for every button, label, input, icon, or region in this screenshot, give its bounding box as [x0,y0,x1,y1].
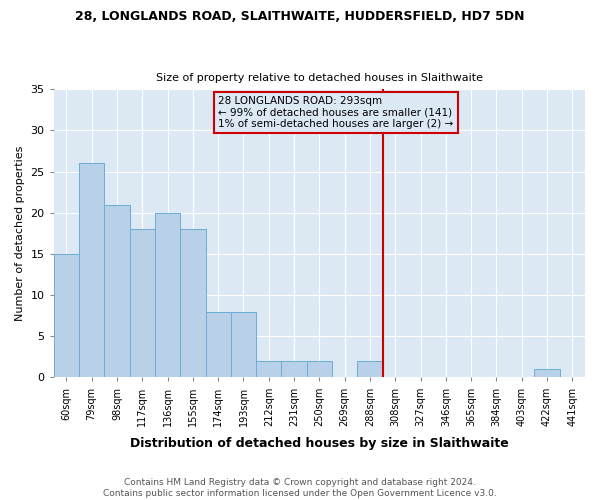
Bar [281,361,307,378]
Text: 28, LONGLANDS ROAD, SLAITHWAITE, HUDDERSFIELD, HD7 5DN: 28, LONGLANDS ROAD, SLAITHWAITE, HUDDERS… [75,10,525,23]
Bar [54,254,79,378]
Y-axis label: Number of detached properties: Number of detached properties [15,146,25,321]
Bar [307,361,332,378]
Text: 28 LONGLANDS ROAD: 293sqm
← 99% of detached houses are smaller (141)
1% of semi-: 28 LONGLANDS ROAD: 293sqm ← 99% of detac… [218,96,454,129]
Bar [231,312,256,378]
Bar [79,164,104,378]
Bar [358,361,383,378]
Bar [256,361,281,378]
Bar [130,230,155,378]
Bar [180,230,206,378]
Bar [104,204,130,378]
Bar [535,370,560,378]
Text: Contains HM Land Registry data © Crown copyright and database right 2024.
Contai: Contains HM Land Registry data © Crown c… [103,478,497,498]
X-axis label: Distribution of detached houses by size in Slaithwaite: Distribution of detached houses by size … [130,437,509,450]
Bar [206,312,231,378]
Bar [155,213,180,378]
Title: Size of property relative to detached houses in Slaithwaite: Size of property relative to detached ho… [156,73,483,83]
